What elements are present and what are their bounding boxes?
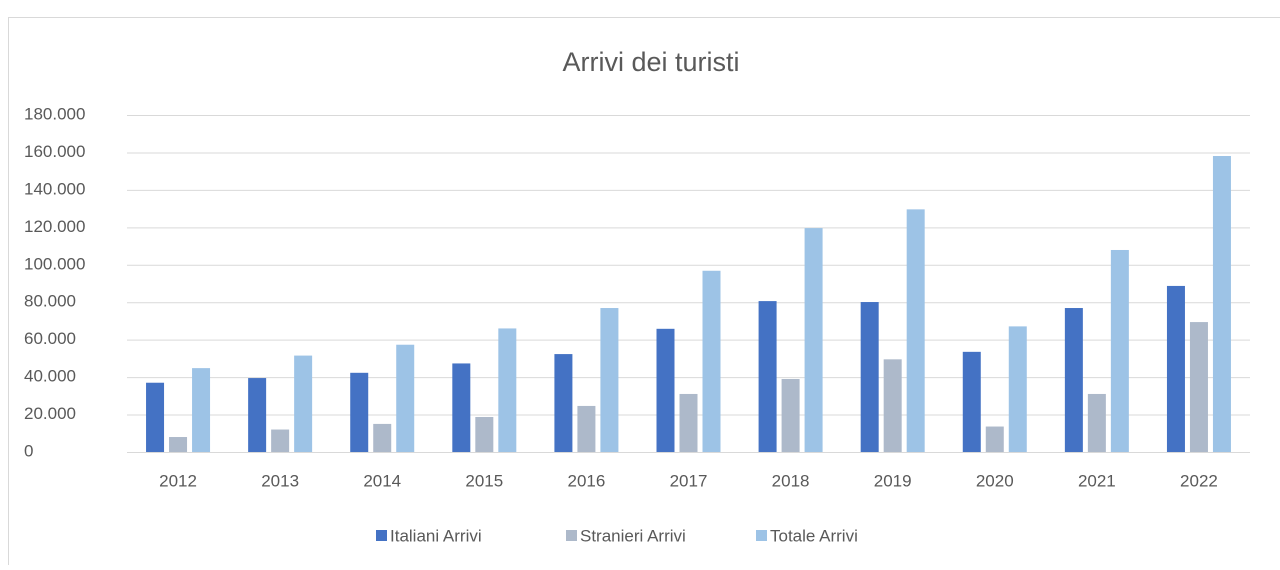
bar — [271, 430, 289, 452]
y-tick-label: 20.000 — [24, 404, 76, 423]
bar — [884, 359, 902, 452]
bar — [1190, 322, 1208, 452]
legend-swatch — [376, 530, 387, 541]
x-tick-label: 2014 — [363, 471, 401, 490]
y-tick-label: 100.000 — [24, 254, 85, 273]
legend-swatch — [566, 530, 577, 541]
x-tick-label: 2020 — [976, 471, 1014, 490]
bar — [452, 363, 470, 452]
x-tick-label: 2021 — [1078, 471, 1116, 490]
x-tick-label: 2018 — [772, 471, 810, 490]
y-tick-label: 140.000 — [24, 179, 85, 198]
x-tick-label: 2012 — [159, 471, 197, 490]
legend-label: Stranieri Arrivi — [580, 526, 686, 545]
bar — [1065, 308, 1083, 452]
legend-swatch — [756, 530, 767, 541]
chart-title: Arrivi dei turisti — [562, 47, 739, 77]
x-tick-label: 2019 — [874, 471, 912, 490]
bar — [192, 368, 210, 452]
y-tick-label: 180.000 — [24, 104, 85, 123]
bar — [963, 352, 981, 452]
bar — [396, 345, 414, 452]
x-tick-label: 2022 — [1180, 471, 1218, 490]
bar — [907, 209, 925, 452]
bar — [146, 383, 164, 452]
y-tick-label: 120.000 — [24, 217, 85, 236]
bar — [248, 378, 266, 452]
bar — [657, 329, 675, 452]
bar — [1213, 156, 1231, 452]
y-tick-label: 0 — [24, 441, 33, 460]
bar — [759, 301, 777, 452]
bar — [498, 328, 516, 452]
x-tick-label: 2013 — [261, 471, 299, 490]
x-tick-label: 2016 — [567, 471, 605, 490]
bar — [1088, 394, 1106, 452]
bar — [805, 228, 823, 452]
bar — [475, 417, 493, 452]
bar — [373, 424, 391, 452]
bar — [1111, 250, 1129, 452]
bar — [861, 302, 879, 452]
bar — [350, 373, 368, 452]
bar — [1009, 326, 1027, 452]
bar — [782, 379, 800, 452]
y-tick-label: 160.000 — [24, 142, 85, 161]
bar — [986, 427, 1004, 452]
y-tick-label: 60.000 — [24, 329, 76, 348]
x-tick-label: 2015 — [465, 471, 503, 490]
x-tick-label: 2017 — [670, 471, 708, 490]
bar — [703, 271, 721, 452]
legend-label: Italiani Arrivi — [390, 526, 482, 545]
bar — [169, 437, 187, 452]
bar — [680, 394, 698, 452]
bar — [294, 356, 312, 452]
bar — [554, 354, 572, 452]
y-tick-label: 80.000 — [24, 292, 76, 311]
y-tick-label: 40.000 — [24, 367, 76, 386]
bar — [1167, 286, 1185, 452]
legend-label: Totale Arrivi — [770, 526, 858, 545]
bar — [600, 308, 618, 452]
bar — [577, 406, 595, 452]
